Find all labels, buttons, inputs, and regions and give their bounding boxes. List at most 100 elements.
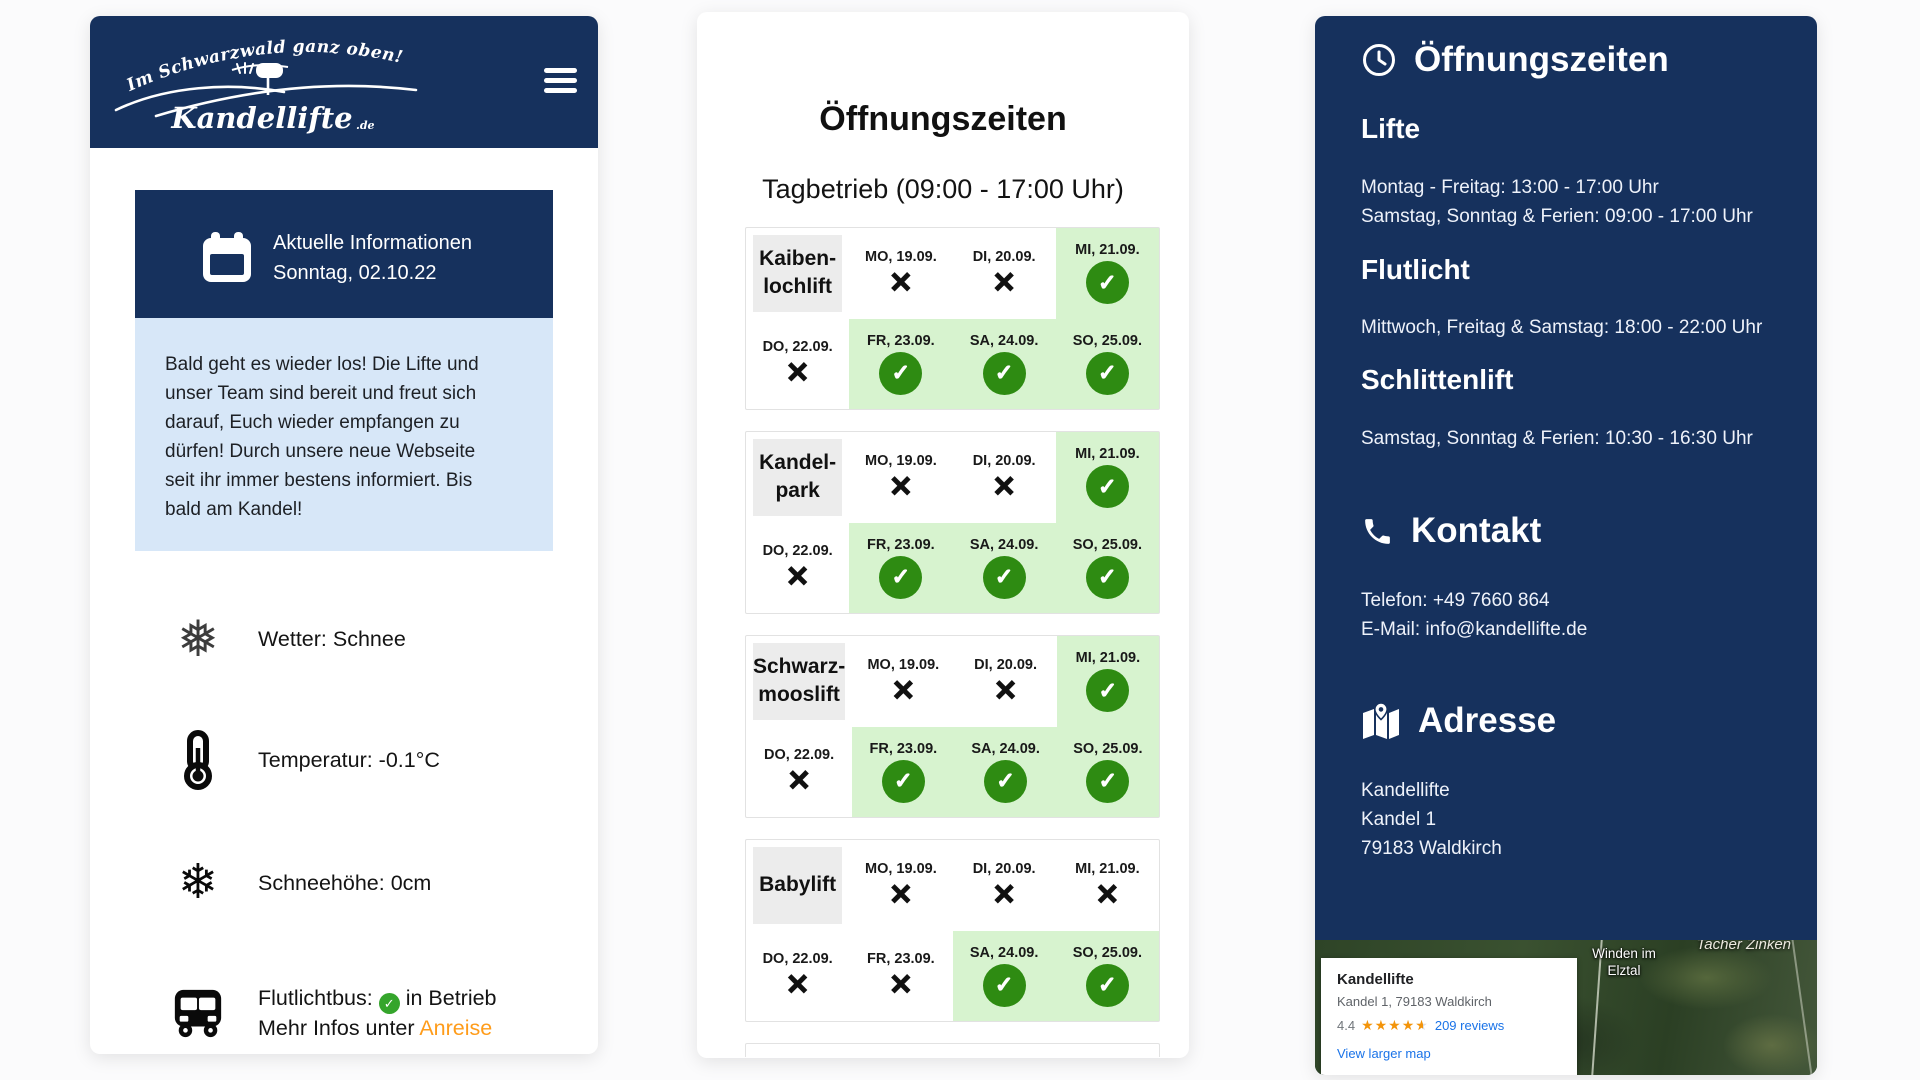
day-cell: MI, 21.09. ✓ bbox=[1056, 636, 1159, 727]
day-label: SO, 25.09. bbox=[1072, 536, 1143, 553]
left-phone-panel: Im Schwarzwald ganz oben! Kandellifte .d… bbox=[90, 16, 598, 1054]
info-line: unser Team sind bereit und freut sich bbox=[165, 383, 477, 404]
day-cell: DO, 22.09. ✕ bbox=[746, 523, 849, 614]
day-label: DI, 20.09. bbox=[972, 860, 1036, 877]
day-label: FR, 23.09. bbox=[869, 740, 938, 757]
check-icon: ✓ bbox=[881, 759, 925, 803]
flutlicht-hours: Mittwoch, Freitag & Samstag: 18:00 - 22:… bbox=[1361, 317, 1763, 338]
site-header: Im Schwarzwald ganz oben! Kandellifte .d… bbox=[90, 16, 598, 148]
lift-name-cell: Babylift bbox=[746, 840, 849, 931]
lift-card-babylift: Babylift MO, 19.09. ✕ DI, 20.09. ✕ MI, 2… bbox=[745, 839, 1160, 1022]
day-label: MO, 19.09. bbox=[865, 452, 937, 469]
clock-icon bbox=[1363, 44, 1395, 76]
opening-hours-title: Öffnungszeiten bbox=[819, 100, 1067, 138]
cross-icon: ✕ bbox=[991, 266, 1017, 298]
check-icon: ✓ bbox=[1085, 963, 1129, 1007]
gondola-icon bbox=[256, 63, 283, 78]
rating-value: 4.4 bbox=[1337, 1018, 1356, 1033]
map-business-name: Kandellifte bbox=[1337, 971, 1414, 988]
map-rating-row: 4.4 ★★★★★ ★ 209 reviews bbox=[1337, 1017, 1561, 1034]
address-details: Kandellifte Kandel 1 79183 Waldkirch bbox=[1361, 780, 1502, 859]
middle-phone-panel: Öffnungszeiten Tagbetrieb (09:00 - 17:00… bbox=[697, 12, 1189, 1058]
floodlight-bus-info-line: Mehr Infos unter Anreise bbox=[258, 1016, 493, 1041]
info-title: Aktuelle Informationen bbox=[273, 232, 473, 254]
day-cell: FR, 23.09. ✓ bbox=[852, 726, 955, 817]
day-label: MI, 21.09. bbox=[1075, 242, 1140, 259]
section-title-schlittenlift: Schlittenlift bbox=[1361, 364, 1514, 395]
day-label: MI, 21.09. bbox=[1075, 860, 1140, 877]
cross-icon: ✕ bbox=[785, 561, 811, 593]
hill-line-icon bbox=[154, 84, 418, 118]
info-line: Bald geht es wieder los! Die Lifte und bbox=[165, 354, 479, 375]
phone-icon bbox=[1365, 518, 1390, 544]
lifte-hours: Montag - Freitag: 13:00 - 17:00 Uhr Sams… bbox=[1361, 177, 1753, 227]
cross-icon: ✕ bbox=[890, 674, 916, 706]
cross-icon: ✕ bbox=[786, 765, 812, 797]
day-cell: DI, 20.09. ✕ bbox=[953, 432, 1056, 523]
cross-icon: ✕ bbox=[785, 969, 811, 1001]
day-cell: SO, 25.09. ✓ bbox=[1056, 726, 1159, 817]
day-label: MI, 21.09. bbox=[1075, 650, 1141, 667]
cross-icon: ✕ bbox=[991, 470, 1017, 502]
day-cell: DI, 20.09. ✕ bbox=[953, 228, 1056, 319]
info-date: Sonntag, 02.10.22 bbox=[273, 262, 437, 284]
section-title-flutlicht: Flutlicht bbox=[1361, 254, 1470, 285]
day-label: FR, 23.09. bbox=[867, 536, 935, 553]
day-cell: MI, 21.09. ✓ bbox=[1055, 228, 1159, 319]
day-label: MO, 19.09. bbox=[865, 860, 937, 877]
next-lift-card-partial bbox=[745, 1043, 1160, 1057]
day-label: SO, 25.09. bbox=[1072, 944, 1143, 961]
day-label: MO, 19.09. bbox=[865, 248, 937, 265]
phone-number: Telefon: +49 7660 864 bbox=[1361, 590, 1550, 611]
info-line: darauf, Euch wieder empfangen zu bbox=[165, 412, 460, 433]
embedded-map[interactable]: Winden im Elztal Tacher Zinken Kandellif… bbox=[1315, 940, 1817, 1075]
cross-icon: ✕ bbox=[888, 878, 914, 910]
check-icon: ✓ bbox=[982, 555, 1026, 599]
lift-name-cell: Schwarz-mooslift bbox=[746, 636, 852, 727]
day-label: SA, 24.09. bbox=[969, 332, 1039, 349]
current-info-header: Aktuelle Informationen Sonntag, 02.10.22 bbox=[135, 190, 553, 318]
day-label: DO, 22.09. bbox=[762, 543, 833, 560]
temperature-label: Temperatur: -0.1°C bbox=[258, 747, 440, 772]
day-cell: FR, 23.09. ✕ bbox=[849, 931, 952, 1022]
lift-name-cell: Kaiben-lochlift bbox=[746, 228, 849, 319]
map-area-label: Tacher Zinken bbox=[1696, 940, 1792, 953]
hamburger-menu-icon[interactable] bbox=[544, 68, 578, 93]
day-label: DI, 20.09. bbox=[972, 248, 1036, 265]
day-cell: SA, 24.09. ✓ bbox=[952, 318, 1056, 409]
day-cell: FR, 23.09. ✓ bbox=[849, 522, 953, 613]
check-icon: ✓ bbox=[1086, 669, 1130, 713]
day-label: SA, 24.09. bbox=[969, 944, 1039, 961]
check-icon: ✓ bbox=[1086, 759, 1130, 803]
day-cell: SO, 25.09. ✓ bbox=[1055, 522, 1159, 613]
snowflake-outline-icon: ❅ bbox=[177, 611, 219, 667]
day-cell: MI, 21.09. ✓ bbox=[1055, 432, 1159, 523]
day-cell: MO, 19.09. ✕ bbox=[849, 840, 952, 931]
check-icon: ✓ bbox=[982, 351, 1026, 395]
day-label: FR, 23.09. bbox=[867, 332, 935, 349]
reviews-link[interactable]: 209 reviews bbox=[1434, 1018, 1505, 1033]
day-label: DO, 22.09. bbox=[762, 951, 833, 968]
anreise-link[interactable]: Anreise bbox=[419, 1016, 493, 1041]
view-larger-map-link[interactable]: View larger map bbox=[1337, 1046, 1431, 1061]
check-icon: ✓ bbox=[1085, 465, 1129, 509]
floodlight-bus-row: Flutlichtbus: ✓ in Betrieb Mehr Infos un… bbox=[90, 968, 598, 1058]
day-cell: MO, 19.09. ✕ bbox=[849, 228, 952, 319]
day-cell: DO, 22.09. ✕ bbox=[746, 727, 852, 818]
hours-heading: Öffnungszeiten bbox=[1414, 40, 1669, 79]
day-label: DI, 20.09. bbox=[972, 452, 1036, 469]
check-icon: ✓ bbox=[879, 555, 923, 599]
map-info-card[interactable]: Kandellifte Kandel 1, 79183 Waldkirch 4.… bbox=[1321, 958, 1577, 1075]
calendar-icon bbox=[203, 232, 251, 282]
schlittenlift-hours: Samstag, Sonntag & Ferien: 10:30 - 16:30… bbox=[1361, 428, 1753, 449]
check-icon: ✓ bbox=[984, 759, 1028, 803]
day-label: SO, 25.09. bbox=[1073, 740, 1143, 757]
address-heading-row: Adresse bbox=[1361, 701, 1556, 741]
day-cell: MO, 19.09. ✕ bbox=[849, 432, 952, 523]
check-icon: ✓ bbox=[1085, 351, 1129, 395]
section-title-lifte: Lifte bbox=[1361, 113, 1421, 144]
bus-icon bbox=[174, 989, 222, 1038]
map-pin-icon bbox=[1363, 703, 1399, 739]
day-cell: DI, 20.09. ✕ bbox=[953, 840, 1056, 931]
lift-name-cell: Kandel-park bbox=[746, 432, 849, 523]
